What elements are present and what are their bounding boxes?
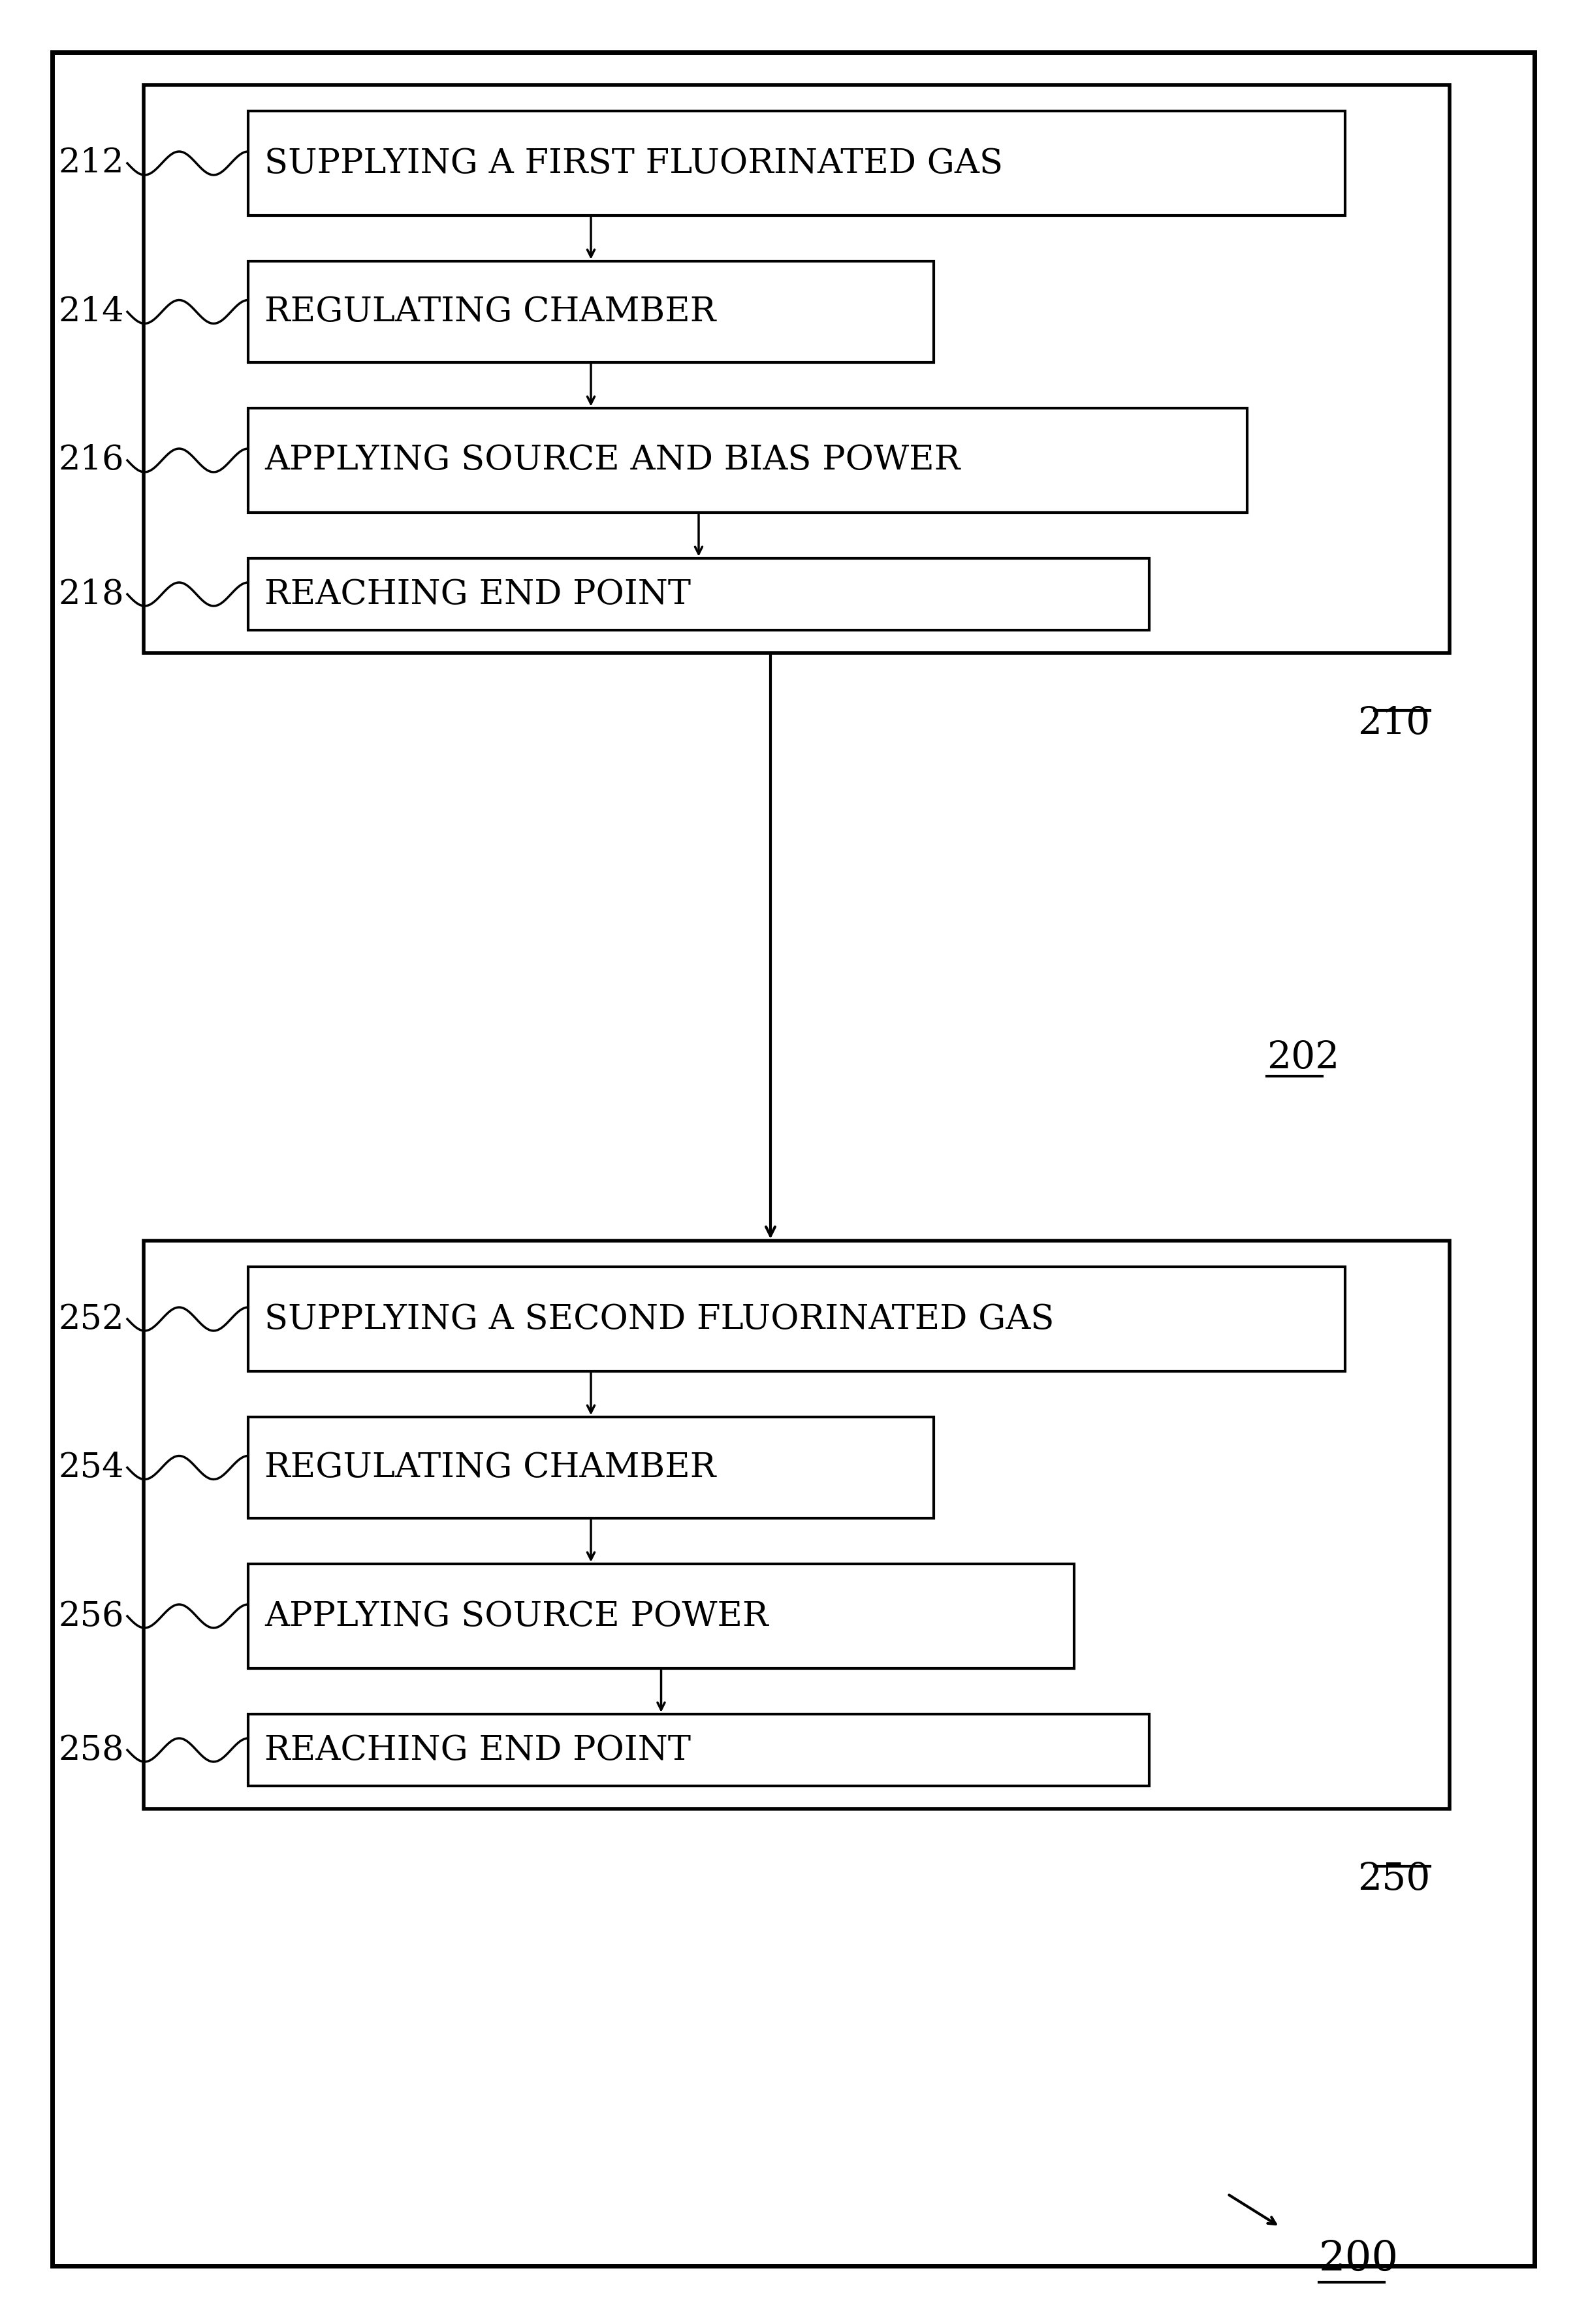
Bar [248, 409, 1247, 514]
Text: 256: 256 [59, 1599, 124, 1634]
Text: REACHING END POINT: REACHING END POINT [265, 579, 691, 611]
Bar [143, 86, 1450, 653]
Bar [248, 1715, 1150, 1785]
Bar [248, 558, 1150, 630]
Bar [143, 1241, 1450, 1808]
Text: 252: 252 [59, 1301, 124, 1336]
Text: 210: 210 [1358, 704, 1429, 741]
Text: 218: 218 [59, 579, 124, 611]
Text: REACHING END POINT: REACHING END POINT [265, 1734, 691, 1766]
Text: REGULATING CHAMBER: REGULATING CHAMBER [265, 1450, 716, 1485]
Bar [248, 1267, 1345, 1371]
Bar [248, 112, 1345, 216]
Text: 250: 250 [1358, 1862, 1429, 1899]
Text: SUPPLYING A FIRST FLUORINATED GAS: SUPPLYING A FIRST FLUORINATED GAS [265, 146, 1004, 179]
Bar [248, 1418, 934, 1518]
Bar [248, 260, 934, 363]
Text: APPLYING SOURCE AND BIAS POWER: APPLYING SOURCE AND BIAS POWER [265, 444, 961, 476]
Text: 214: 214 [59, 295, 124, 328]
Bar [248, 1564, 1073, 1669]
Text: 258: 258 [59, 1734, 124, 1766]
Text: 216: 216 [59, 444, 124, 476]
Text: 200: 200 [1320, 2240, 1399, 2280]
Text: 212: 212 [59, 146, 124, 179]
Text: APPLYING SOURCE POWER: APPLYING SOURCE POWER [265, 1599, 769, 1634]
Text: 202: 202 [1267, 1039, 1339, 1076]
Text: REGULATING CHAMBER: REGULATING CHAMBER [265, 295, 716, 328]
Text: 254: 254 [59, 1450, 124, 1485]
Text: SUPPLYING A SECOND FLUORINATED GAS: SUPPLYING A SECOND FLUORINATED GAS [265, 1301, 1054, 1336]
